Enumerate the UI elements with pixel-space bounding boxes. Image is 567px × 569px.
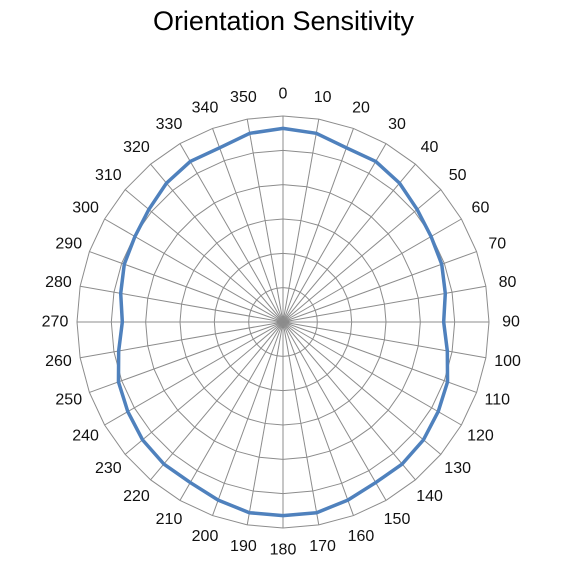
grid-spoke [282,321,477,393]
grid-spoke [282,321,320,525]
tick-label: 130 [444,460,471,477]
grid-spokes [77,116,489,528]
chart-title: Orientation Sensitivity [152,6,415,36]
tick-label: 40 [421,139,439,156]
grid-spoke [282,321,486,359]
tick-label: 270 [42,314,69,331]
tick-label: 190 [230,538,257,555]
tick-label: 50 [449,167,467,184]
tick-label: 120 [467,428,494,445]
grid-spoke [282,321,416,481]
grid-spoke [212,128,284,323]
tick-label: 260 [45,353,72,370]
grid-spoke [282,321,387,501]
grid-spoke [179,143,284,323]
tick-label: 110 [484,391,510,408]
tick-label: 240 [72,428,99,445]
grid-spoke [89,321,284,393]
tick-label: 330 [156,116,183,133]
grid-spoke [246,321,284,525]
grid-spoke [150,163,284,323]
tick-label: 180 [270,542,297,559]
grid-spoke [104,321,284,426]
tick-label: 200 [192,528,219,545]
grid-spoke [282,163,416,323]
grid-spoke [282,321,354,516]
grid-spoke [150,321,284,481]
grid-spoke [282,251,477,323]
grid-spoke [80,321,284,359]
grid-spoke [124,189,284,323]
series-group [116,126,450,518]
tick-label: 310 [95,167,122,184]
grid-spoke [212,321,284,516]
grid-spoke [282,143,387,323]
grid-spoke [80,285,284,323]
grid-spoke [282,321,462,426]
grid-spoke [282,119,320,323]
grid-spoke [124,321,284,455]
grid-spoke [282,285,486,323]
tick-label: 30 [388,116,406,133]
tick-label: 60 [472,200,490,217]
tick-label: 80 [499,274,517,291]
tick-label: 160 [348,528,375,545]
tick-label: 320 [123,139,150,156]
tick-label: 170 [309,538,336,555]
tick-label: 280 [45,274,72,291]
tick-label: 100 [494,353,521,370]
tick-label: 70 [488,236,506,253]
tick-label: 90 [502,314,520,331]
tick-label: 250 [55,391,82,408]
tick-label: 230 [95,460,122,477]
tick-label: 150 [384,511,411,528]
tick-label: 290 [55,236,82,253]
tick-label: 220 [123,488,150,505]
tick-label: 300 [72,200,99,217]
grid-spoke [282,128,354,323]
grid-spoke [282,321,442,455]
grid-spoke [282,189,442,323]
tick-label: 340 [192,99,219,116]
tick-label: 140 [416,488,443,505]
tick-label: 210 [156,511,183,528]
grid-spoke [246,119,284,323]
tick-label: 350 [230,89,257,106]
tick-label: 20 [352,99,370,116]
grid-spoke [179,321,284,501]
grid-spoke [89,251,284,323]
tick-label: 10 [314,89,332,106]
tick-label: 0 [279,86,288,103]
series-line [116,126,450,518]
